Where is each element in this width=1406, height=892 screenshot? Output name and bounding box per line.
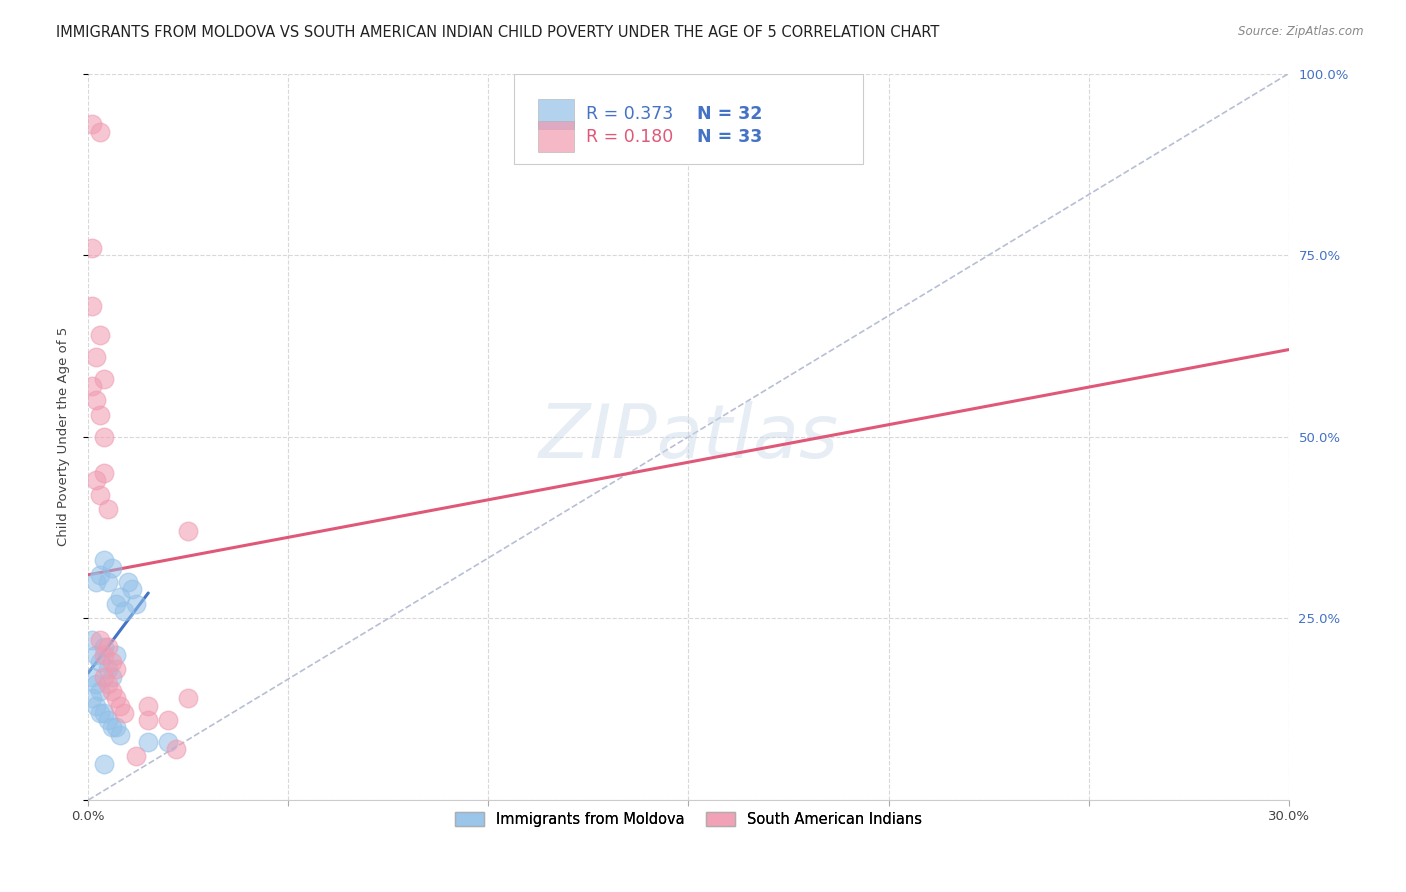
Point <box>93 553 115 567</box>
Point <box>89 125 111 139</box>
Point <box>97 575 120 590</box>
Y-axis label: Child Poverty Under the Age of 5: Child Poverty Under the Age of 5 <box>58 327 70 547</box>
Point <box>97 640 120 655</box>
Point <box>125 597 148 611</box>
Point <box>82 669 104 683</box>
Point <box>84 648 107 662</box>
FancyBboxPatch shape <box>538 121 575 152</box>
Point <box>105 648 128 662</box>
Text: N = 32: N = 32 <box>685 105 762 123</box>
Point <box>89 655 111 669</box>
Point <box>93 669 115 683</box>
Point <box>82 241 104 255</box>
Point <box>89 684 111 698</box>
Point <box>93 466 115 480</box>
Point <box>117 575 139 590</box>
Point <box>82 299 104 313</box>
Point <box>84 677 107 691</box>
Point <box>112 706 135 720</box>
Point <box>82 117 104 131</box>
FancyBboxPatch shape <box>538 99 575 129</box>
Point <box>105 662 128 676</box>
Point <box>97 502 120 516</box>
Point <box>89 567 111 582</box>
Point <box>84 575 107 590</box>
Point <box>136 713 159 727</box>
Point <box>112 604 135 618</box>
Point <box>125 749 148 764</box>
Point <box>105 720 128 734</box>
Point <box>101 669 124 683</box>
Point <box>84 350 107 364</box>
Text: ZIPatlas: ZIPatlas <box>538 401 838 473</box>
Point <box>89 706 111 720</box>
Point <box>157 735 180 749</box>
Point <box>93 756 115 771</box>
Point <box>165 742 187 756</box>
Point <box>101 655 124 669</box>
Point <box>101 720 124 734</box>
Point <box>93 372 115 386</box>
Point <box>89 328 111 343</box>
Point <box>82 633 104 648</box>
Point <box>93 648 115 662</box>
Point <box>84 393 107 408</box>
Point <box>157 713 180 727</box>
Point <box>82 379 104 393</box>
Point <box>84 698 107 713</box>
Point <box>97 662 120 676</box>
Point <box>93 430 115 444</box>
Point <box>97 713 120 727</box>
Point <box>89 633 111 648</box>
Point <box>89 408 111 422</box>
FancyBboxPatch shape <box>515 73 862 164</box>
Point <box>136 735 159 749</box>
Point <box>177 691 200 706</box>
Point <box>82 691 104 706</box>
Point <box>121 582 143 597</box>
Legend: Immigrants from Moldova, South American Indians: Immigrants from Moldova, South American … <box>449 805 928 833</box>
Point <box>101 684 124 698</box>
Point <box>177 524 200 539</box>
Point <box>110 590 132 604</box>
Point <box>110 698 132 713</box>
Point <box>136 698 159 713</box>
Text: Source: ZipAtlas.com: Source: ZipAtlas.com <box>1239 25 1364 38</box>
Point <box>89 488 111 502</box>
Text: R = 0.373: R = 0.373 <box>586 105 673 123</box>
Text: N = 33: N = 33 <box>685 128 762 145</box>
Point <box>105 691 128 706</box>
Point <box>97 677 120 691</box>
Point <box>110 728 132 742</box>
Point <box>93 640 115 655</box>
Point <box>105 597 128 611</box>
Text: IMMIGRANTS FROM MOLDOVA VS SOUTH AMERICAN INDIAN CHILD POVERTY UNDER THE AGE OF : IMMIGRANTS FROM MOLDOVA VS SOUTH AMERICA… <box>56 25 939 40</box>
Point <box>93 706 115 720</box>
Text: R = 0.180: R = 0.180 <box>586 128 673 145</box>
Point <box>84 474 107 488</box>
Point <box>101 560 124 574</box>
